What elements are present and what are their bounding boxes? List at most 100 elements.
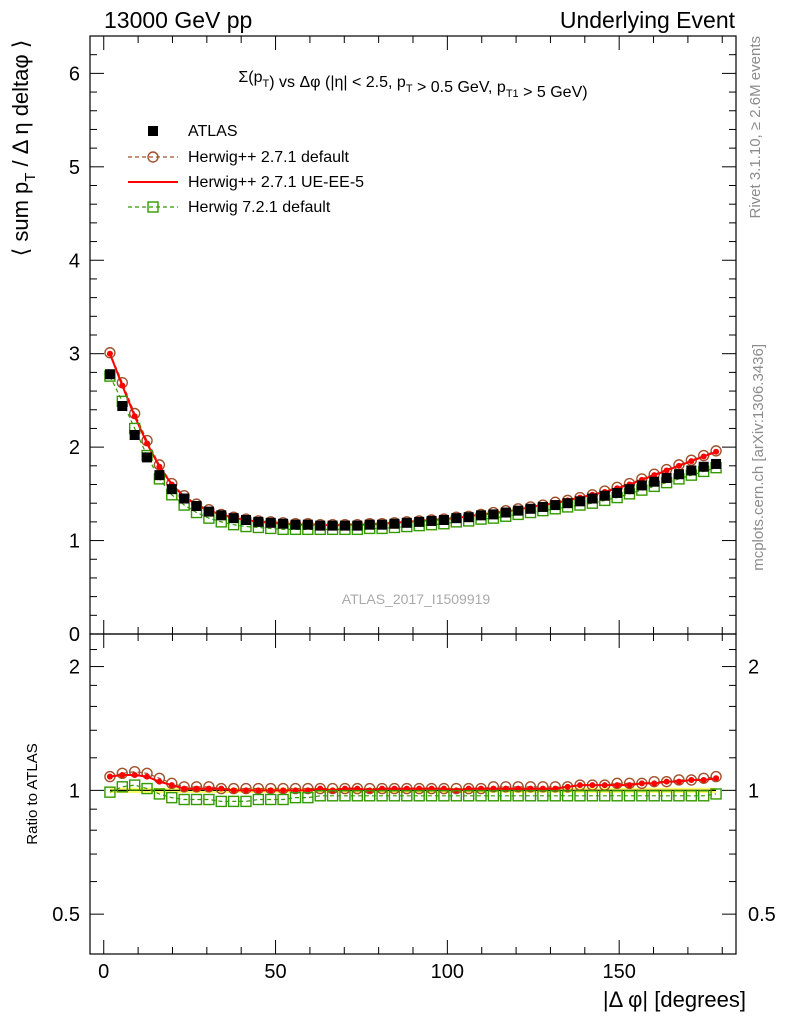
herwigpp-ueee5-point — [119, 382, 126, 389]
x-tick-label: 50 — [264, 961, 286, 983]
herwigpp-default-point — [487, 781, 500, 793]
herwig7-point — [586, 790, 599, 802]
herwig7-point — [698, 790, 710, 802]
atlas-point — [451, 513, 462, 524]
herwigpp-default-point — [190, 781, 203, 793]
herwigpp-default-point — [203, 781, 215, 793]
herwig7-point — [351, 790, 364, 802]
herwig7-point — [487, 790, 500, 802]
herwig7-point — [326, 790, 339, 802]
atlas-point — [401, 517, 412, 528]
atlas-point — [278, 518, 289, 529]
ratio-y-tick-label: 2 — [69, 657, 80, 679]
atlas-point — [562, 498, 573, 509]
ratio-y-tick-label: 2 — [748, 657, 759, 679]
herwigpp-default-point — [289, 782, 302, 795]
ratio-y-tick-label: 0.5 — [748, 904, 776, 926]
herwigpp-ueee5-point — [280, 787, 287, 794]
legend-entry-label: ATLAS — [188, 123, 238, 140]
herwigpp-ueee5-point — [205, 785, 212, 792]
herwig7-point — [673, 790, 685, 802]
legend: ATLAS Herwig++ 2.7.1 default Herwig++ 2.7.… — [128, 123, 364, 216]
herwigpp-ueee5-point — [651, 780, 658, 787]
atlas-point — [377, 519, 388, 530]
herwigpp-default-point — [524, 781, 537, 793]
main-axes: 0 1 2 3 4 5 6 — [69, 35, 736, 646]
atlas-point — [488, 509, 499, 520]
atlas-point — [104, 369, 115, 380]
atlas-point — [302, 519, 313, 530]
herwigpp-ueee5-point — [416, 785, 423, 792]
atlas-point — [661, 472, 672, 483]
herwigpp-ueee5-point — [144, 773, 151, 780]
herwigpp-ueee5-point — [181, 785, 188, 792]
herwigpp-default-point — [537, 781, 549, 793]
herwig7-point — [549, 790, 561, 802]
herwigpp-ueee5-point — [700, 776, 707, 783]
herwig7-point — [302, 791, 314, 804]
ratio-y-tick-label: 0.5 — [52, 904, 80, 926]
ratio-y-tick-label: 1 — [69, 780, 80, 802]
herwig7-point — [339, 790, 351, 802]
herwig7-point — [388, 790, 401, 802]
herwigpp-default-point — [710, 770, 722, 783]
plot-title: Σ(pT) vs Δφ (|η| < 2.5, pT > 0.5 GeV, pT… — [238, 69, 587, 101]
ratio-y-axis-label: Ratio to ATLAS — [24, 743, 41, 844]
herwigpp-ueee5-point — [106, 773, 113, 780]
herwigpp-ueee5-point — [131, 413, 138, 420]
atlas-point — [438, 515, 449, 526]
herwig7-point — [500, 790, 512, 802]
herwigpp-default-point — [277, 782, 289, 795]
herwig7-point — [116, 781, 129, 793]
herwig7-point — [252, 793, 265, 806]
herwigpp-default-point — [147, 151, 159, 163]
herwig7-point — [166, 791, 178, 804]
main-y-tick-label: 0 — [69, 624, 80, 646]
herwig7-point — [438, 790, 450, 802]
atlas-point — [525, 503, 536, 514]
series-line — [108, 353, 717, 527]
herwig7-point — [648, 790, 660, 802]
herwigpp-ueee5-point — [230, 787, 237, 794]
atlas-point — [154, 470, 165, 481]
herwigpp-ueee5-point — [663, 778, 670, 785]
herwigpp-default-point — [611, 777, 623, 790]
atlas-point — [550, 500, 561, 511]
atlas-point — [574, 496, 585, 507]
herwig7-point — [203, 793, 215, 806]
herwig7-point — [623, 790, 636, 802]
ratio-series — [104, 766, 722, 808]
herwig7-point — [475, 790, 487, 802]
herwig7-point — [599, 790, 611, 802]
herwigpp-ueee5-point — [589, 782, 596, 789]
atlas-point — [142, 452, 153, 463]
herwigpp-ueee5-point — [440, 785, 447, 792]
atlas-point — [203, 506, 214, 517]
herwigpp-ueee5-point — [106, 350, 113, 357]
legend-entry-label: Herwig++ 2.7.1 default — [188, 149, 350, 166]
herwigpp-default-point — [549, 781, 561, 793]
herwig7-point — [413, 790, 425, 802]
herwigpp-ueee5-point — [601, 782, 608, 789]
herwigpp-ueee5-point — [341, 785, 348, 792]
herwigpp-default-point — [450, 782, 462, 795]
analysis-watermark: ATLAS_2017_I1509919 — [342, 591, 491, 607]
atlas-point — [537, 501, 548, 512]
mcplots-source-label: mcplots.cern.ch [arXiv:1306.3436] — [750, 344, 767, 571]
herwig7-point — [574, 790, 586, 802]
herwigpp-ueee5-point — [515, 785, 522, 792]
herwigpp-ueee5-point — [688, 776, 695, 783]
herwigpp-ueee5-point — [527, 785, 534, 792]
herwigpp-ueee5-point — [552, 785, 559, 792]
herwigpp-default-point — [364, 782, 376, 795]
herwig7-point — [561, 790, 574, 802]
atlas-point — [290, 519, 301, 530]
atlas-point — [241, 515, 252, 526]
herwig7-point — [190, 793, 203, 806]
herwigpp-ueee5-point — [614, 782, 621, 789]
herwig7-point — [425, 790, 438, 802]
herwigpp-ueee5-point — [713, 775, 720, 782]
x-axis-label: |Δ φ| [degrees] — [603, 987, 746, 1012]
atlas-point — [117, 401, 128, 412]
herwigpp-ueee5-point — [675, 462, 682, 469]
